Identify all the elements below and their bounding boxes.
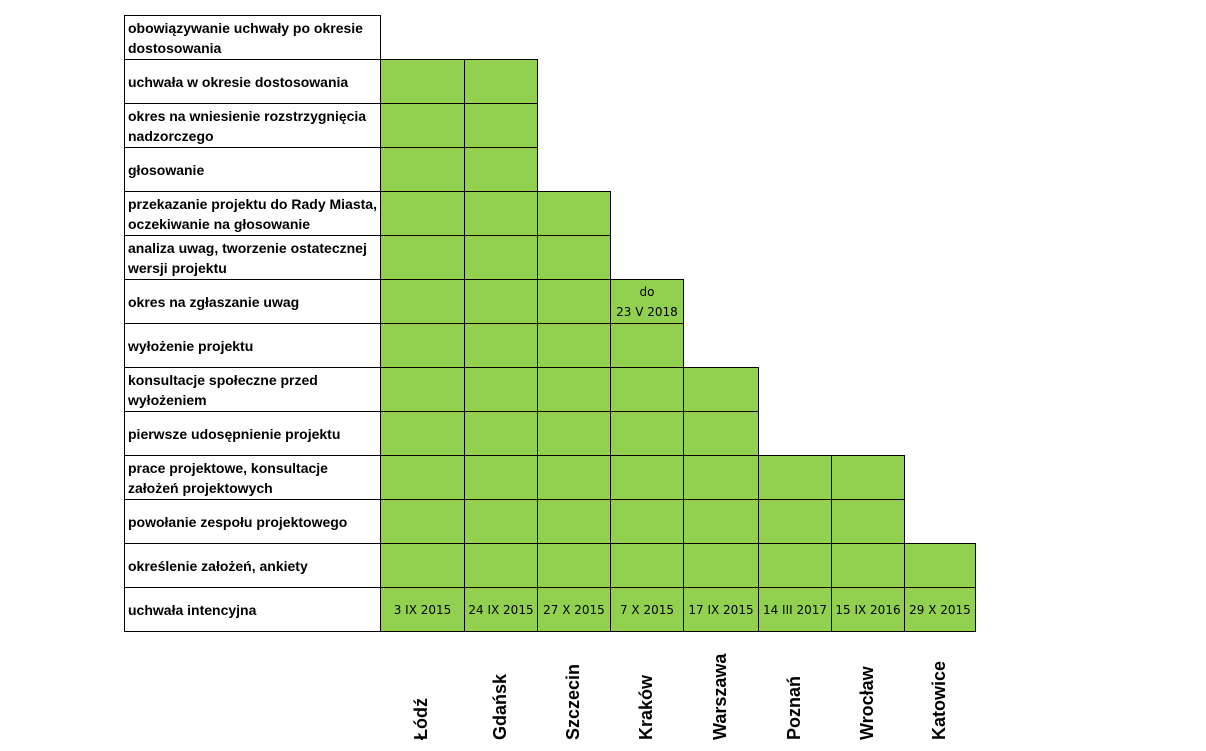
progress-cell: [537, 499, 611, 544]
row-label: prace projektowe, konsultacje założeń pr…: [124, 455, 381, 500]
date-cell: 17 IX 2015: [683, 587, 759, 632]
progress-cell: [380, 59, 465, 104]
progress-cell: [380, 367, 465, 412]
progress-cell: [464, 323, 538, 368]
progress-cell: [537, 279, 611, 324]
progress-cell: [683, 455, 759, 500]
progress-cell: [464, 59, 538, 104]
progress-cell: [831, 543, 905, 588]
city-label: Wrocław: [856, 666, 877, 740]
progress-cell: [610, 499, 684, 544]
progress-cell: [537, 455, 611, 500]
progress-cell: [831, 455, 905, 500]
progress-cell: [380, 455, 465, 500]
progress-cell: [610, 411, 684, 456]
progress-cell: [464, 235, 538, 280]
row-label: przekazanie projektu do Rady Miasta, ocz…: [124, 191, 381, 236]
progress-cell: [683, 411, 759, 456]
progress-cell: [380, 323, 465, 368]
row-label: konsultacje społeczne przed wyłożeniem: [124, 367, 381, 412]
note-text: do 23 V 2018: [616, 284, 678, 319]
city-label: Szczecin: [562, 663, 583, 740]
progress-cell: [610, 323, 684, 368]
progress-cell: [464, 543, 538, 588]
progress-cell: [683, 499, 759, 544]
progress-cell: [758, 499, 832, 544]
progress-cell: [683, 543, 759, 588]
progress-cell: [464, 147, 538, 192]
progress-cell: [758, 543, 832, 588]
city-label: Poznań: [783, 675, 804, 740]
city-label: Łódź: [411, 698, 431, 740]
progress-cell: [464, 191, 538, 236]
row-label: okres na zgłaszanie uwag: [124, 279, 381, 324]
row-label: uchwała intencyjna: [124, 587, 381, 632]
progress-cell: [380, 411, 465, 456]
progress-cell: [464, 499, 538, 544]
note-cell: do 23 V 2018: [610, 279, 684, 324]
progress-cell: [537, 367, 611, 412]
date-cell: 3 IX 2015: [380, 587, 465, 632]
row-label: obowiązywanie uchwały po okresie dostoso…: [124, 15, 381, 60]
progress-cell: [380, 191, 465, 236]
progress-cell: [380, 147, 465, 192]
city-label: Warszawa: [709, 653, 730, 740]
progress-cell: [380, 543, 465, 588]
progress-cell: [758, 455, 832, 500]
progress-cell: [831, 499, 905, 544]
row-label: powołanie zespołu projektowego: [124, 499, 381, 544]
row-label: określenie założeń, ankiety: [124, 543, 381, 588]
progress-cell: [537, 323, 611, 368]
date-cell: 14 III 2017: [758, 587, 832, 632]
row-label: okres na wniesienie rozstrzygnięcia nadz…: [124, 103, 381, 148]
date-cell: 27 X 2015: [537, 587, 611, 632]
progress-cell: [464, 411, 538, 456]
date-cell: 15 IX 2016: [831, 587, 905, 632]
row-label: głosowanie: [124, 147, 381, 192]
progress-cell: [610, 543, 684, 588]
row-label: pierwsze udosępnienie projektu: [124, 411, 381, 456]
progress-cell: [380, 499, 465, 544]
progress-cell: [610, 455, 684, 500]
row-label: uchwała w okresie dostosowania: [124, 59, 381, 104]
progress-cell: [537, 191, 611, 236]
date-cell: 24 IX 2015: [464, 587, 538, 632]
progress-cell: [464, 367, 538, 412]
progress-cell: [380, 235, 465, 280]
date-cell: 29 X 2015: [904, 587, 976, 632]
progress-cell: [610, 367, 684, 412]
row-label: wyłożenie projektu: [124, 323, 381, 368]
progress-cell: [537, 411, 611, 456]
city-label: Katowice: [928, 660, 949, 740]
date-cell: 7 X 2015: [610, 587, 684, 632]
progress-cell: [464, 103, 538, 148]
progress-cell: [904, 543, 976, 588]
city-label: Gdańsk: [489, 673, 510, 740]
progress-cell: [683, 367, 759, 412]
progress-cell: [380, 103, 465, 148]
progress-cell: [380, 279, 465, 324]
city-label: Kraków: [635, 674, 656, 740]
progress-cell: [537, 235, 611, 280]
progress-cell: [464, 279, 538, 324]
progress-cell: [464, 455, 538, 500]
progress-cell: [537, 543, 611, 588]
row-label: analiza uwag, tworzenie ostatecznej wers…: [124, 235, 381, 280]
